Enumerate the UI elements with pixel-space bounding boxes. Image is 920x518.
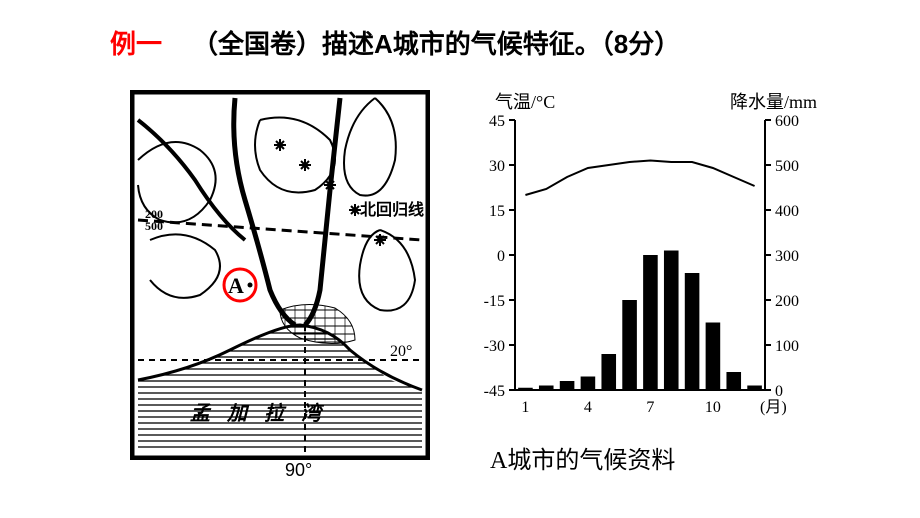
precip-bar: [581, 377, 596, 391]
temp-axis-label: 气温/°C: [495, 92, 555, 112]
precip-bar: [622, 300, 637, 390]
map-svg: 北回归线 20° 200 500 A 孟 加 拉 湾: [130, 90, 430, 460]
precip-tick-label: 0: [775, 383, 783, 400]
climate-chart: 气温/°C 降水量/mm -45 -30 -15 0 15 30 45 0 100 200 300 400…: [460, 90, 820, 460]
precip-tick-label: 300: [775, 248, 799, 265]
page: 例一 （全国卷）描述A城市的气候特征。（8分）: [0, 0, 920, 518]
tropic-label: 北回归线: [360, 200, 424, 219]
contour-5: [359, 230, 415, 311]
question-title: 例一 （全国卷）描述A城市的气候特征。（8分）: [110, 24, 680, 61]
bay-label: 孟 加 拉 湾: [190, 402, 327, 425]
lat20-label: 20°: [390, 343, 412, 360]
precip-axis-label: 降水量/mm: [730, 92, 817, 112]
precip-bar: [518, 388, 533, 390]
temp-tick-label: -45: [484, 383, 505, 400]
example-label: 例一: [110, 29, 162, 59]
temp-tick-label: 30: [489, 158, 505, 175]
precip-bar: [726, 372, 741, 390]
temp-tick-label: -30: [484, 338, 505, 355]
chart-svg: 气温/°C 降水量/mm -45 -30 -15 0 15 30 45 0 100 200 300 400…: [460, 90, 820, 430]
contour-4: [344, 98, 396, 196]
chart-caption: A城市的气候资料: [490, 440, 675, 475]
precip-tick-label: 400: [775, 203, 799, 220]
month-tick-label: 7: [646, 399, 654, 416]
x-axis-unit: (月): [760, 399, 787, 416]
precip-bar: [706, 323, 721, 391]
contour-label-500: 500: [145, 219, 163, 233]
city-a-dot: [248, 283, 253, 288]
city-a-label: A: [228, 273, 244, 298]
precip-tick-label: 200: [775, 293, 799, 310]
precip-bar: [747, 386, 762, 391]
month-tick-label: 4: [584, 399, 592, 416]
lon90-label: 90°: [285, 460, 312, 481]
contour-2: [150, 234, 220, 297]
precip-bar: [560, 381, 575, 390]
temp-tick-label: 0: [497, 248, 505, 265]
temp-tick-label: 45: [489, 113, 505, 130]
map-figure: 北回归线 20° 200 500 A 孟 加 拉 湾 90°: [130, 90, 430, 460]
temp-tick-label: -15: [484, 293, 505, 310]
contour-3: [255, 118, 335, 193]
precip-tick-label: 100: [775, 338, 799, 355]
precip-bar: [643, 255, 658, 390]
precip-tick-label: 600: [775, 113, 799, 130]
figures-row: 北回归线 20° 200 500 A 孟 加 拉 湾 90° 气温/°C降水量: [130, 90, 830, 490]
precip-bar: [539, 386, 554, 391]
bay-water: [138, 325, 422, 452]
temp-tick-label: 15: [489, 203, 505, 220]
precip-bar: [601, 354, 616, 390]
month-tick-label: 1: [521, 399, 529, 416]
precip-bar: [664, 251, 679, 391]
question-text: （全国卷）描述A城市的气候特征。（8分）: [192, 29, 680, 59]
month-tick-label: 10: [705, 399, 721, 416]
precip-tick-label: 500: [775, 158, 799, 175]
temp-line: [525, 161, 754, 196]
precip-bar: [685, 273, 700, 390]
